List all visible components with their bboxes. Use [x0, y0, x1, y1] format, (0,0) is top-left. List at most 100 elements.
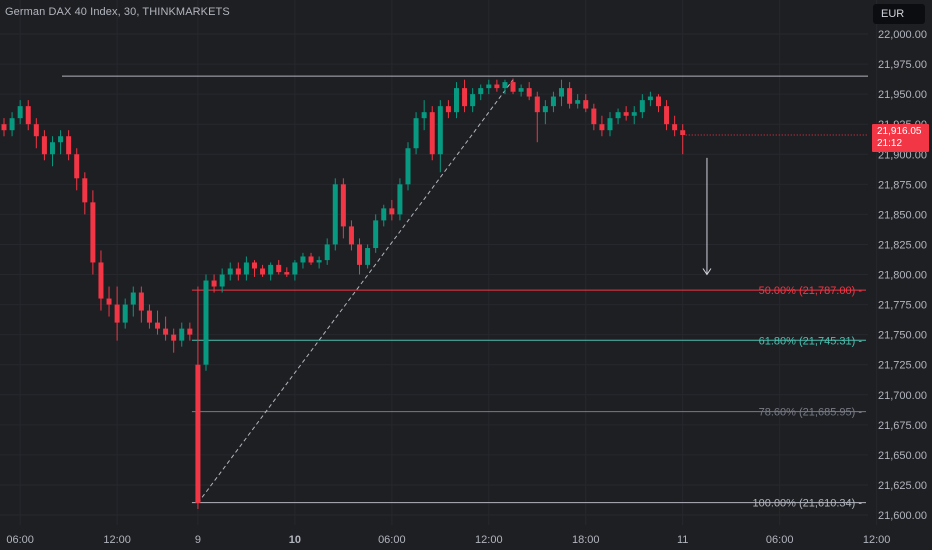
- time-tick-label: 06:00: [378, 534, 406, 546]
- candle-body: [639, 100, 645, 113]
- candle: [575, 94, 581, 109]
- candle: [357, 238, 363, 275]
- candle: [526, 82, 532, 101]
- candle: [623, 106, 629, 121]
- candle: [146, 304, 152, 329]
- candle-body: [340, 184, 346, 227]
- candle-body: [381, 208, 387, 221]
- candle-body: [550, 96, 556, 107]
- price-tick-label: 21,800.00: [878, 270, 927, 282]
- candle-body: [672, 124, 678, 131]
- candle: [49, 136, 55, 167]
- price-tick-label: 21,850.00: [878, 209, 927, 221]
- trend-line[interactable]: [197, 79, 514, 504]
- candle-body: [462, 88, 468, 107]
- candle-body: [195, 364, 201, 503]
- price-axis[interactable]: 22,000.0021,975.0021,950.0021,925.0021,9…: [878, 29, 927, 522]
- candle-body: [146, 310, 152, 323]
- candle: [211, 274, 217, 293]
- candle-body: [389, 208, 395, 215]
- candle-body: [33, 124, 39, 137]
- candle-body: [373, 220, 379, 249]
- candle-body: [114, 304, 120, 323]
- candle-body: [66, 136, 72, 155]
- candle-body: [316, 260, 322, 263]
- price-tick-label: 21,875.00: [878, 179, 927, 191]
- candle-body: [300, 256, 306, 263]
- candle: [389, 199, 395, 221]
- candle: [429, 106, 435, 161]
- candle: [340, 178, 346, 239]
- candle: [680, 124, 686, 155]
- candle: [607, 112, 613, 137]
- candle-body: [631, 112, 637, 116]
- candle: [66, 130, 72, 161]
- candle: [518, 84, 524, 97]
- candle-body: [599, 124, 605, 131]
- candle: [445, 100, 451, 119]
- fib-level-label: 78.60% (21,685.95) -: [759, 407, 863, 419]
- chart-overlays: 50.00% (21,787.00) - 61.80% (21,745.31) -…: [62, 75, 868, 510]
- price-tick-label: 21,625.00: [878, 480, 927, 492]
- candle: [9, 112, 15, 137]
- candle-body: [58, 136, 64, 143]
- candle-body: [187, 328, 193, 335]
- price-tick-label: 21,725.00: [878, 360, 927, 372]
- candle: [542, 100, 548, 125]
- candle-body: [332, 184, 338, 245]
- candle: [373, 214, 379, 253]
- currency-button[interactable]: EUR: [873, 4, 925, 24]
- time-tick-label: 18:00: [572, 534, 600, 546]
- candle: [655, 94, 661, 113]
- candle-body: [25, 106, 31, 125]
- candle: [98, 250, 104, 311]
- candle: [397, 178, 403, 221]
- candle: [421, 100, 427, 131]
- candle-body: [357, 244, 363, 265]
- candle: [114, 286, 120, 341]
- candle: [300, 252, 306, 269]
- candle-body: [284, 272, 290, 275]
- candle-body: [9, 118, 15, 131]
- candle: [583, 94, 589, 113]
- candle-body: [163, 328, 169, 335]
- price-tick-label: 21,650.00: [878, 450, 927, 462]
- candle: [664, 100, 670, 131]
- candle: [260, 264, 266, 277]
- candle: [462, 79, 468, 113]
- candle-body: [405, 148, 411, 185]
- candle-body: [397, 184, 403, 215]
- candle: [437, 100, 443, 173]
- candle-body: [647, 96, 653, 101]
- price-tick-label: 22,000.00: [878, 29, 927, 41]
- candle: [171, 328, 177, 353]
- candle-body: [478, 88, 484, 95]
- candle: [647, 91, 653, 107]
- candle: [17, 100, 23, 125]
- candle-body: [542, 106, 548, 113]
- candle-body: [308, 256, 314, 263]
- candle-body: [680, 130, 686, 136]
- candle-body: [559, 88, 565, 97]
- last-price-value: 21,916.05: [877, 126, 922, 137]
- candle-body: [155, 322, 161, 329]
- symbol-title[interactable]: German DAX 40 Index, 30, THINKMARKETS: [5, 6, 230, 18]
- candle: [381, 204, 387, 227]
- candle-body: [470, 94, 476, 107]
- candle-body: [365, 248, 371, 265]
- candle-body: [171, 334, 177, 341]
- candle-body: [243, 262, 249, 275]
- candle: [413, 112, 419, 155]
- candle: [155, 310, 161, 335]
- candle-body: [429, 112, 435, 155]
- candle-body: [655, 96, 661, 107]
- time-axis[interactable]: 06:00 12:00 9 10 06:00 12:00 18:00 11 06:00 12:00: [6, 534, 890, 546]
- candle: [276, 260, 282, 275]
- candle: [284, 267, 290, 277]
- candle-body: [567, 88, 573, 104]
- candle: [470, 88, 476, 113]
- candle: [33, 118, 39, 149]
- price-tick-label: 21,675.00: [878, 420, 927, 432]
- candle: [82, 172, 88, 215]
